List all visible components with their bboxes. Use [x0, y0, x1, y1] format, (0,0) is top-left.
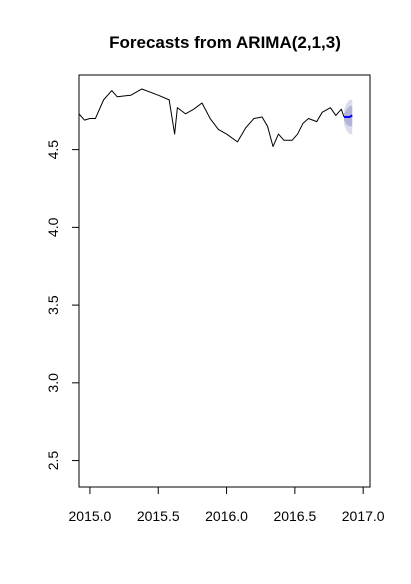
- x-tick-label: 2015.0: [69, 508, 112, 524]
- x-tick-label: 2015.5: [137, 508, 180, 524]
- y-tick-label: 3.0: [45, 373, 61, 393]
- observed-series-line: [78, 88, 345, 148]
- forecast-series-line: [344, 114, 353, 118]
- x-tick-label: 2017.0: [342, 508, 385, 524]
- y-tick-label: 2.5: [45, 451, 61, 471]
- y-axis: 2.5 3.0 3.5 4.0 4.5: [45, 140, 80, 471]
- chart-title: Forecasts from ARIMA(2,1,3): [109, 33, 341, 52]
- x-tick-label: 2016.5: [273, 508, 316, 524]
- y-tick-label: 3.5: [45, 295, 61, 315]
- y-tick-label: 4.5: [45, 140, 61, 160]
- x-tick-label: 2016.0: [205, 508, 248, 524]
- y-tick-label: 4.0: [45, 217, 61, 237]
- x-axis: 2015.0 2015.5 2016.0 2016.5 2017.0: [69, 486, 385, 524]
- series-group: [78, 88, 353, 148]
